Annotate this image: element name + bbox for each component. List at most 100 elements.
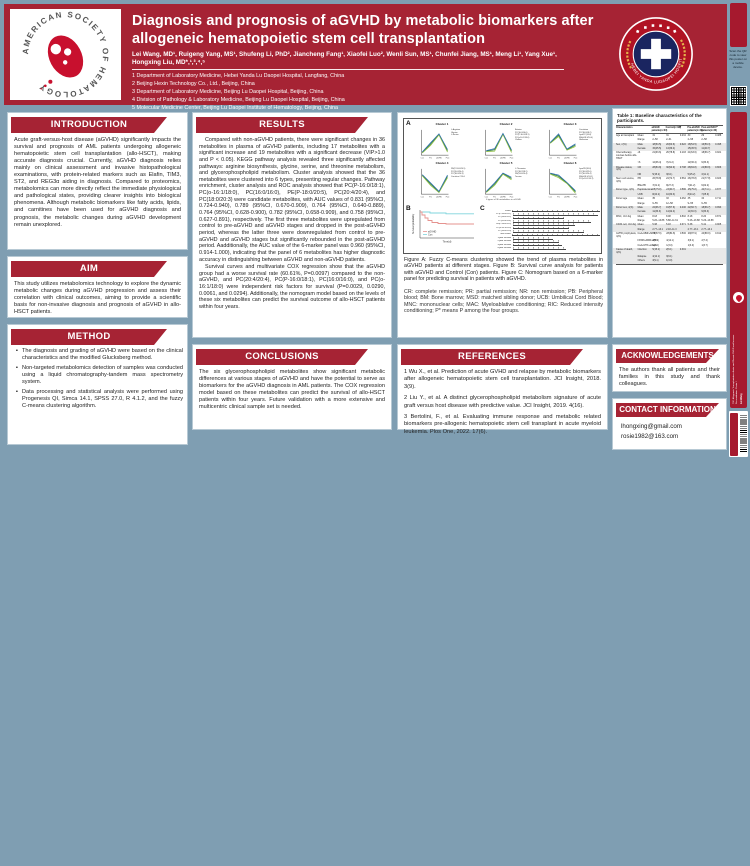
table-cell: 9~55 xyxy=(701,201,707,205)
svg-text:Pre: Pre xyxy=(493,158,496,160)
table-cell: 1(3.0) xyxy=(652,243,659,247)
table-cell: 3(9.1) xyxy=(666,172,673,176)
table-cell: 26(78.8) xyxy=(687,177,697,180)
table-cell: Age at transplant xyxy=(616,133,635,137)
table-row: NR 5(15.2) 3(9.1) 5(15.2) 3(11.1) xyxy=(613,172,726,178)
qr-instruction-text: Scan the QR code to view this poster on … xyxy=(728,49,747,69)
table-cell: Disease status, n(%) xyxy=(616,165,633,172)
contact-email[interactable]: rosie1982@163.com xyxy=(621,432,679,440)
table-cell: 22(66.7) xyxy=(652,205,662,209)
nomogram-row: Total Points xyxy=(486,232,600,237)
table-cell: Male xyxy=(637,142,643,146)
table-cell: Infection xyxy=(637,247,647,251)
aim-panel: AIM This study utilizes metabolomics tec… xyxy=(7,256,188,318)
table-cell: 5.38 xyxy=(687,223,693,227)
affiliation-line: 5 Molecular Medicine Center, Beijing Lu … xyxy=(132,105,339,112)
ash-sidebar-drop-icon xyxy=(733,292,744,303)
table-header-cell: Control(n=33) xyxy=(665,125,681,135)
results-body-2: Survival curves and multivariate COX reg… xyxy=(199,264,385,311)
table-header-cell: aGVHD patients(n=33) xyxy=(651,125,667,135)
cluster-subplot: Cluster 6 Con Pre aGVHD Post LysoPE(18:0) PC(1… xyxy=(548,161,594,199)
affiliation-line: 3 Department of Laboratory Medicine, Bei… xyxy=(132,89,324,96)
nomogram-row: 1-year survival xyxy=(486,236,600,240)
table-cell: 15(45.5) xyxy=(652,146,662,150)
table-cell: 18(54.5) xyxy=(652,142,662,146)
table-cell: 7(21.2) xyxy=(652,184,660,188)
table-row: Range 2~58 2~61 2~58 2~58 xyxy=(613,138,726,142)
table-cell: FK506+MMF+MTX xyxy=(637,239,658,243)
method-bullet-list: The diagnosis and grading of aGVHD were … xyxy=(16,348,183,410)
table-cell: 7(21.2) xyxy=(687,184,696,188)
qr-pattern xyxy=(731,87,746,105)
table-cell: Range xyxy=(637,201,645,205)
panel-a-label: A xyxy=(406,120,411,127)
contact-panel: CONTACT INFORMATION lhongxing@gmail.com r… xyxy=(612,398,727,450)
acknowledgements-header: ACKNOWLEDGEMENTS xyxy=(616,349,719,363)
svg-text:Pre: Pre xyxy=(557,197,560,199)
figure-panel: A Cluster 1 Con Pre aGVHD Post L-Arginine Glyc… xyxy=(397,112,608,338)
table-cell: 24(88.9) xyxy=(701,232,711,236)
table-header-cell: Post-aGVHD patients(n=33) xyxy=(701,125,717,135)
table-cell: 7(25.9) xyxy=(701,192,709,196)
svg-text:Post: Post xyxy=(446,157,450,160)
table-cell: 25(75.8) xyxy=(652,188,662,192)
table-cell: 6(22.2) xyxy=(701,184,709,188)
reference-item: 1 Wu X., et al. Prediction of acute GVHD… xyxy=(404,369,601,390)
table-cell: 5.26~13.88 xyxy=(687,219,700,222)
svg-text:aGVHD: aGVHD xyxy=(436,197,443,199)
table-cell: 12~58 xyxy=(666,201,673,205)
table-cell: 3(9.1) xyxy=(687,239,695,243)
table-row: Female 15(45.5) 13(39.4) 15(45.5) 11(40.… xyxy=(613,146,726,152)
table-cell: 0.993 xyxy=(715,205,722,209)
table-cell: UCB xyxy=(637,192,643,196)
svg-text:Pre: Pre xyxy=(429,197,432,199)
table-cell: 0.495 xyxy=(715,142,722,146)
nomogram-row: PC(20:4/20:4) xyxy=(486,219,600,223)
table-cell: Stem cell source, n(%) xyxy=(616,177,635,183)
table-cell: 7(21.2) xyxy=(666,161,674,165)
table-cell: 0.488 xyxy=(715,133,722,137)
table-cell: 1(3.7) xyxy=(701,243,708,247)
table-header-cell: Characteristics xyxy=(616,125,638,135)
figure-caption: Figure A: Fuzzy C-means clustering showe… xyxy=(404,257,603,283)
method-bullet: Data processing and statistical analysis… xyxy=(16,389,183,410)
table-cell xyxy=(701,260,715,264)
table-cell: 2~58 xyxy=(652,138,658,142)
table-cell: 5.88~11.61 xyxy=(666,219,678,222)
conclusions-panel: CONCLUSIONS The six glycerophospholipid … xyxy=(192,344,392,430)
contact-email[interactable]: lhongxing@gmail.com xyxy=(621,423,682,430)
table-cell: 0.905 xyxy=(715,223,722,227)
svg-text:Con: Con xyxy=(549,158,552,160)
ash-sidebar-banner: Helping hematologists conquer blood dise… xyxy=(730,112,747,408)
hospital-logo-graphic: HEBEI YANDA LUDAOPEI HOSPITAL xyxy=(616,12,693,91)
table-cell: Range xyxy=(637,138,645,142)
reference-item: 2 Liu Y., et al. A distinct glycerophosp… xyxy=(404,395,601,409)
table-cell: Cause of death, n(%) xyxy=(616,247,633,254)
table-cell xyxy=(688,248,702,255)
table-row: Donor sex, n(%) Male 22(66.7) 19(57.6) 0… xyxy=(613,205,726,211)
table-cell: 28(84.8) xyxy=(666,232,676,236)
session-info: 702. Allogeneic Transplantation: Acute a… xyxy=(733,334,743,404)
table-cell: 11(40.7) xyxy=(701,146,711,150)
table-cell: 5.41 xyxy=(701,223,707,227)
table-row: MNC, ×10⁸/kg Mean 8.18 8.08 0.802 8.18 8… xyxy=(613,215,726,219)
svg-text:aGVHD: aGVHD xyxy=(564,158,571,160)
survival-legend-con: Con xyxy=(428,234,433,237)
cluster-subplot: Cluster 5 Con Pre aGVHD Post L-Threonine PC(18… xyxy=(484,161,528,199)
table-row: >6 12(36.4) 7(21.2) 12(36.4) 9(33.3) xyxy=(613,161,726,165)
table-row: UCB 8(24.2) 10(30.3) 8(24.2) 7(25.9) xyxy=(613,192,726,198)
header-banner: Diagnosis and prognosis of aGVHD by meta… xyxy=(4,4,727,111)
table-cell: Mean xyxy=(637,214,644,218)
table-cell: 9(27.3) xyxy=(666,184,674,188)
figure-frame: A Cluster 1 Con Pre aGVHD Post L-Arginine Glyc… xyxy=(403,118,602,254)
table-cell: 12(36.4) xyxy=(652,161,662,165)
nomogram-row: PC(P-16:0/18:1) xyxy=(486,212,600,216)
postersessiononline-badge: PosterSessionOnline xyxy=(730,3,747,47)
table-row: CD34 cell, ×10⁶/kg Mean 5.38 5.18 0.671 … xyxy=(613,223,726,228)
table-cell: 10(30.3) xyxy=(666,192,675,196)
table-cell: 0.234 xyxy=(679,133,686,137)
nomogram-row: PE(P-18:0/20:5) xyxy=(486,222,600,226)
poster-id-chip: SAT-2148 xyxy=(730,412,738,456)
table-cell xyxy=(680,260,688,264)
svg-text:Con: Con xyxy=(421,197,424,199)
